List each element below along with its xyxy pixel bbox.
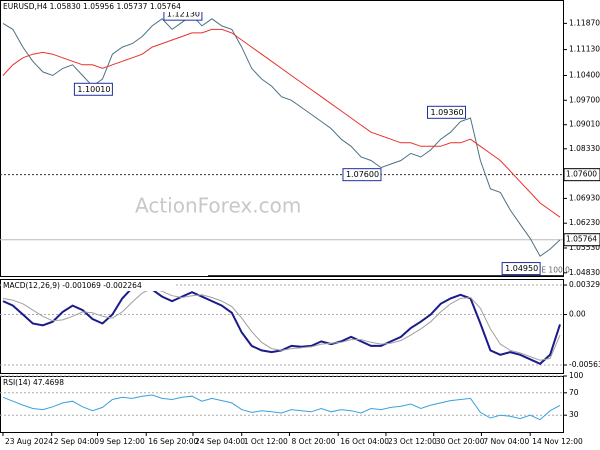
x-tick-label: 14 Nov 12:00 [532,437,583,446]
price-annotation: 1.10010 [73,82,113,96]
y-tick-label: 1.09700 [569,95,600,104]
y-tick-label: 100 [569,371,584,380]
last-box [563,233,600,247]
last-label: 1.05764 [566,235,597,244]
y-tick-label: 70 [569,388,579,397]
annotation-box [342,168,382,182]
x-tick-label: 30 Oct 20:00 [436,437,485,446]
y-tick-label: 1.10400 [569,70,600,79]
level-label: 1.07600 [566,170,597,179]
series-line [2,28,561,218]
x-tick-label: 1 Oct 12:00 [244,437,288,446]
y-tick-label: 1.11130 [569,45,600,54]
annotation-label: 1.10010 [77,85,110,94]
x-tick-label: 7 Nov 04:00 [483,437,529,446]
panel-frame [0,0,564,277]
x-tick-label: 16 Sep 20:00 [148,437,198,446]
level-box [563,168,600,182]
series-line [2,394,561,421]
title-bg [1,1,219,12]
y-tick-label: 1.06230 [569,218,600,227]
series-line [2,284,561,365]
panel-title: RSI(14) 47.4698 [3,378,64,387]
y-tick-label: 1.09010 [569,120,600,129]
y-tick-label: 1.06930 [569,193,600,202]
y-tick-label: 1.04830 [569,268,600,277]
panel-title: EURUSD,H4 1.05830 1.05956 1.05737 1.0576… [3,2,181,11]
price-annotation: 1.09360 [427,105,467,119]
annotation-label: 1.09360 [431,108,464,117]
x-tick-label: 16 Oct 04:00 [340,437,389,446]
x-tick-label: 2 Sep 04:00 [54,437,100,446]
fe-label: FE 100.0 [537,266,570,275]
annotation-label: 1.07600 [346,170,379,179]
x-tick-label: 9 Sep 12:00 [99,437,145,446]
y-tick-label: 0.003295 [569,280,600,289]
price-annotation: 1.07600 [342,168,382,182]
x-tick-label: 24 Sep 04:00 [195,437,245,446]
y-tick-label: 30 [569,410,579,419]
annotation-label: 1.04950 [505,264,538,273]
y-tick-label: 1.05530 [569,243,600,252]
panel-frame [0,376,564,433]
annotation-box [501,262,541,276]
y-tick-label: 1.11870 [569,18,600,27]
title-bg [1,377,81,388]
watermark: ActionForex.com [135,194,301,218]
panel-title: MACD(12,26,9) -0.001069 -0.002264 [3,281,142,290]
x-tick-label: 23 Oct 12:00 [388,437,437,446]
x-tick-label: 8 Oct 20:00 [291,437,335,446]
y-tick-label: 0.00 [569,310,586,319]
x-tick-label: 23 Aug 2024 [5,437,53,446]
y-tick-label: 1.08330 [569,144,600,153]
annotation-box [427,105,467,119]
annotation-box [73,82,113,96]
price-annotation: 1.04950 [501,262,541,276]
annotation-label: 1.12130 [167,10,200,19]
title-bg [1,280,176,291]
series-line [2,288,561,361]
series-line [2,14,561,257]
panel-frame [0,279,564,374]
y-tick-label: -0.005637 [569,360,600,369]
